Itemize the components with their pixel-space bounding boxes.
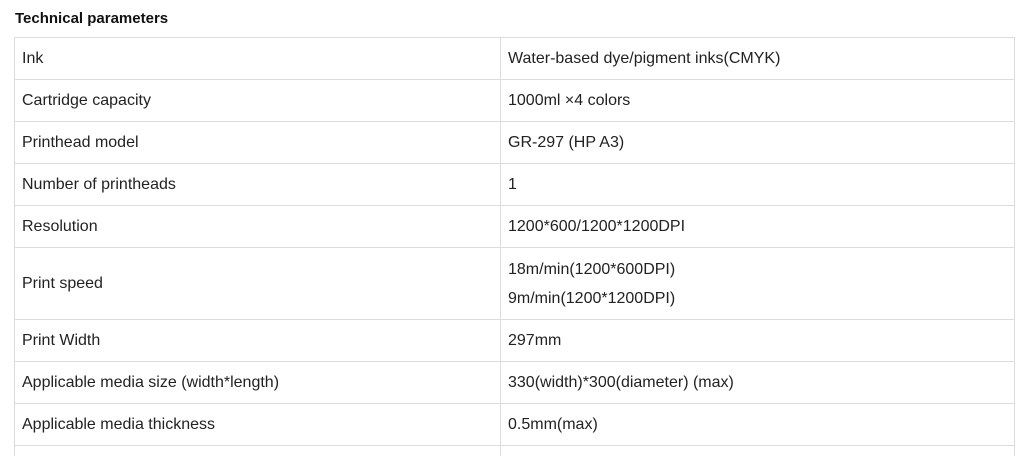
parameter-value: 297mm	[500, 319, 1015, 362]
parameter-name: Ink	[14, 37, 501, 80]
parameter-value: 330(width)*300(diameter) (max)	[500, 361, 1015, 404]
table-row: Printhead model GR-297 (HP A3)	[14, 121, 1015, 164]
parameter-value: 1200*600/1200*1200DPI	[500, 205, 1015, 248]
value-line: 9m/min(1200*1200DPI)	[508, 289, 676, 307]
value-line: 1000ml ×4 colors	[508, 92, 631, 109]
parameter-value: 0.5mm(max)	[500, 403, 1015, 446]
parameter-name: Cartridge capacity	[14, 79, 501, 122]
value-line: Water-based dye/pigment inks(CMYK)	[508, 50, 781, 67]
value-line: 297mm	[508, 332, 562, 349]
table-row: Applicable media thickness 0.5mm(max)	[14, 403, 1015, 446]
value-line: 1200*600/1200*1200DPI	[508, 218, 686, 235]
value-line: 1	[508, 176, 517, 193]
value-line: 0.5mm(max)	[508, 416, 598, 433]
table-row: Number of printheads 1	[14, 163, 1015, 206]
empty-cell	[500, 445, 1015, 456]
parameter-value: GR-297 (HP A3)	[500, 121, 1015, 164]
parameter-name: Print speed	[14, 247, 501, 320]
empty-cell	[14, 445, 501, 456]
parameter-value: Water-based dye/pigment inks(CMYK)	[500, 37, 1015, 80]
table-row: Ink Water-based dye/pigment inks(CMYK)	[14, 37, 1015, 80]
parameter-name: Number of printheads	[14, 163, 501, 206]
section-title: Technical parameters	[15, 10, 169, 27]
parameter-value: 1000ml ×4 colors	[500, 79, 1015, 122]
table-row: Print speed 18m/min(1200*600DPI) 9m/min(12…	[14, 247, 1015, 320]
parameter-name: Applicable media size (width*length)	[14, 361, 501, 404]
value-line: 18m/min(1200*600DPI)	[508, 260, 676, 278]
table-row: Cartridge capacity 1000ml ×4 colors	[14, 79, 1015, 122]
parameter-name: Applicable media thickness	[14, 403, 501, 446]
parameter-name: Printhead model	[14, 121, 501, 164]
parameter-name: Resolution	[14, 205, 501, 248]
table-row: Resolution 1200*600/1200*1200DPI	[14, 205, 1015, 248]
technical-parameters-table: Ink Water-based dye/pigment inks(CMYK) Car…	[14, 37, 1015, 456]
parameter-value: 1	[500, 163, 1015, 206]
value-line: 330(width)*300(diameter) (max)	[508, 374, 734, 391]
table-row-partial	[14, 445, 1015, 456]
table-row: Print Width 297mm	[14, 319, 1015, 362]
parameter-value: 18m/min(1200*600DPI) 9m/min(1200*1200DPI)	[500, 247, 1015, 320]
parameter-name: Print Width	[14, 319, 501, 362]
value-line: GR-297 (HP A3)	[508, 134, 625, 151]
table-row: Applicable media size (width*length) 330(…	[14, 361, 1015, 404]
